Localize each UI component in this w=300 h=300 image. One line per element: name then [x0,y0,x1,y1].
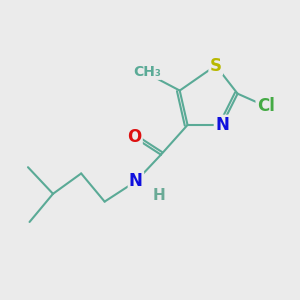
Text: O: O [127,128,142,146]
Text: CH₃: CH₃ [133,65,161,79]
Text: S: S [210,56,222,74]
Text: H: H [153,188,166,203]
Text: Cl: Cl [257,97,275,115]
Text: N: N [129,172,143,190]
Text: N: N [215,116,229,134]
